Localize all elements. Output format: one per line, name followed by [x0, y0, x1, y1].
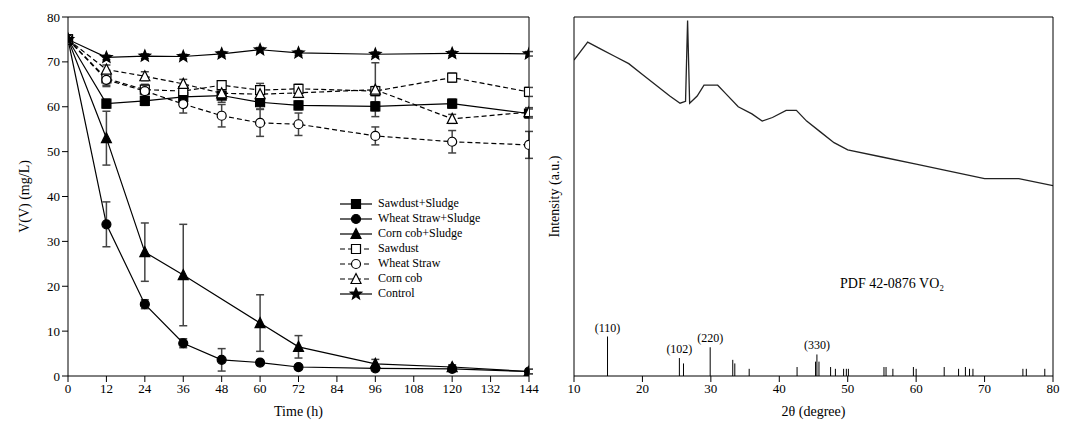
svg-text:24: 24 [138, 381, 152, 396]
svg-text:30: 30 [47, 234, 60, 249]
svg-text:70: 70 [978, 381, 991, 396]
svg-text:10: 10 [47, 324, 60, 339]
svg-text:60: 60 [254, 381, 267, 396]
svg-text:12: 12 [100, 381, 113, 396]
html-text:Sawdust+Sludge: Sawdust+Sludge [378, 196, 459, 210]
html-text:Corn cob: Corn cob [378, 271, 423, 285]
svg-text:50: 50 [841, 381, 854, 396]
svg-text:40: 40 [47, 189, 60, 204]
svg-text:(330): (330) [804, 338, 830, 352]
svg-text:40: 40 [773, 381, 786, 396]
html-text:PDF 42-0876 VO₂: PDF 42-0876 VO₂ [840, 276, 945, 291]
svg-text:36: 36 [177, 381, 191, 396]
svg-text:(110): (110) [595, 321, 621, 335]
svg-text:(102): (102) [666, 342, 692, 356]
html-text:Sawdust: Sawdust [378, 241, 419, 255]
svg-text:30: 30 [704, 381, 717, 396]
svg-text:0: 0 [54, 369, 61, 384]
svg-text:Intensity (a.u.): Intensity (a.u.) [547, 155, 563, 237]
html-text:Wheat Straw: Wheat Straw [378, 256, 441, 270]
svg-text:132: 132 [481, 381, 501, 396]
svg-text:(220): (220) [697, 331, 723, 345]
svg-text:0: 0 [65, 381, 72, 396]
svg-text:20: 20 [47, 279, 60, 294]
svg-text:10: 10 [568, 381, 581, 396]
html-text:Control: Control [378, 286, 415, 300]
svg-text:60: 60 [47, 99, 60, 114]
html-text:Corn cob+Sludge: Corn cob+Sludge [378, 226, 463, 240]
svg-text:Time (h): Time (h) [274, 404, 323, 420]
svg-text:108: 108 [404, 381, 424, 396]
svg-text:50: 50 [47, 144, 60, 159]
svg-text:20: 20 [636, 381, 649, 396]
svg-text:72: 72 [292, 381, 305, 396]
svg-text:96: 96 [369, 381, 383, 396]
svg-text:48: 48 [215, 381, 228, 396]
svg-text:144: 144 [519, 381, 539, 396]
svg-text:80: 80 [47, 10, 60, 25]
html-text:Wheat Straw+Sludge: Wheat Straw+Sludge [378, 211, 481, 225]
svg-text:2θ (degree): 2θ (degree) [782, 404, 846, 420]
svg-text:84: 84 [330, 381, 344, 396]
svg-text:V(V) (mg/L): V(V) (mg/L) [17, 160, 33, 233]
svg-text:70: 70 [47, 54, 60, 69]
svg-text:120: 120 [442, 381, 462, 396]
svg-text:60: 60 [910, 381, 923, 396]
svg-text:80: 80 [1047, 381, 1060, 396]
